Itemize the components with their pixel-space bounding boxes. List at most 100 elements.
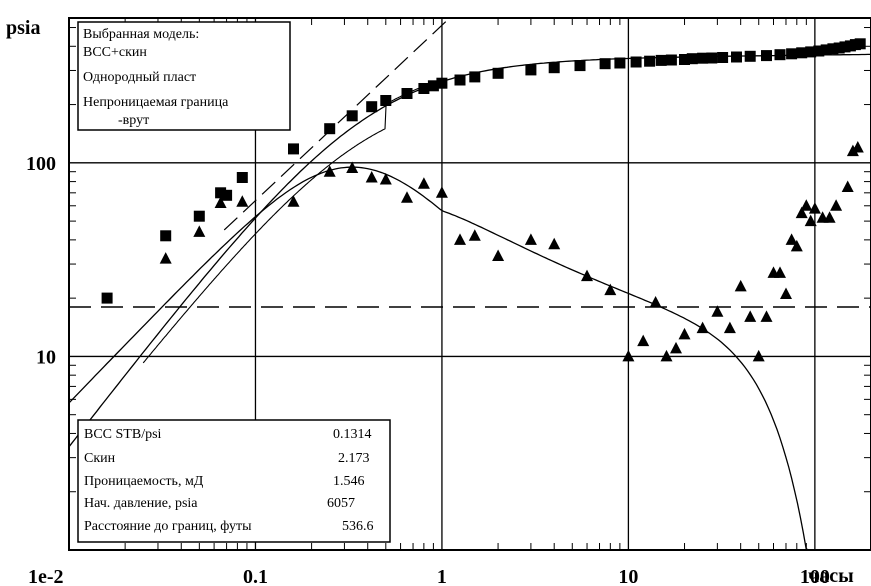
- derivative-data-point: [649, 296, 662, 308]
- param-value-skin: 2.173: [338, 451, 370, 466]
- derivative-data-point: [435, 186, 448, 198]
- derivative-data-point: [846, 144, 859, 157]
- derivative-data-point: [790, 239, 803, 252]
- pressure-data-point: [193, 210, 205, 222]
- y-axis-label: psia: [6, 17, 40, 39]
- pressure-data-point: [599, 58, 611, 70]
- derivative-data-point: [780, 287, 792, 299]
- model-box-line-3: Однородный пласт: [83, 70, 196, 85]
- pressure-data-point: [744, 50, 756, 62]
- pressure-data-point: [706, 52, 718, 64]
- pressure-data-point: [820, 44, 832, 56]
- y-tick-label: 10: [36, 346, 56, 368]
- derivative-data-point: [622, 349, 635, 362]
- derivative-data-point: [287, 195, 300, 207]
- pressure-data-point: [366, 101, 378, 113]
- derivative-data-point: [454, 233, 466, 245]
- derivative-data-point: [696, 321, 709, 334]
- minor-ticks: [69, 18, 871, 550]
- x-tick-label: 100: [800, 566, 830, 586]
- derivative-data-point: [823, 211, 836, 223]
- pressure-data-point: [679, 54, 690, 65]
- derivative-data-point: [734, 279, 747, 292]
- model-info-box: Выбранная модель: ВСС+скин Однородный пл…: [77, 21, 291, 131]
- model-box-line-2: ВСС+скин: [83, 45, 147, 60]
- param-label-initial-pressure: Нач. давление, psia: [84, 496, 198, 511]
- param-value-bcc: 0.1314: [333, 427, 372, 442]
- derivative-data-point: [214, 196, 227, 208]
- derivative-data-point: [800, 199, 813, 211]
- pressure-data-point: [665, 54, 677, 66]
- pressure-data-point: [686, 53, 698, 65]
- param-label-skin: Скин: [84, 451, 116, 466]
- derivative-data-point: [417, 177, 430, 189]
- param-value-permeability: 1.546: [333, 474, 365, 489]
- derivative-data-point: [604, 283, 617, 296]
- derivative-data-point: [752, 349, 765, 362]
- derivative-data-point: [670, 341, 682, 354]
- derivative-data-point: [760, 310, 773, 322]
- pressure-data-point: [774, 49, 786, 61]
- pressure-data-point: [833, 42, 845, 54]
- pressure-data-point: [236, 172, 248, 183]
- pressure-data-point: [813, 45, 825, 57]
- derivative-data-point: [379, 173, 392, 185]
- x-tick-label: 1: [437, 566, 447, 586]
- model-box-line-5: -врут: [118, 113, 149, 128]
- derivative-data-point: [774, 266, 786, 278]
- pressure-data-point: [644, 55, 656, 67]
- pressure-data-point: [215, 187, 227, 199]
- pressure-data-point: [324, 123, 336, 135]
- derivative-data-point: [711, 305, 724, 317]
- model-pressure-curve-2: [142, 85, 425, 364]
- derivative-data-point: [581, 269, 593, 282]
- y-tick-label: 100: [26, 153, 56, 175]
- model-derivative-curve: [68, 166, 810, 551]
- pressure-data-point: [761, 50, 772, 62]
- derivative-data-point: [723, 321, 736, 334]
- derivative-data-point: [637, 334, 650, 347]
- param-label-boundary-distance: Расстояние до границ, футы: [84, 519, 252, 534]
- derivative-data-point: [323, 165, 336, 177]
- param-label-permeability: Проницаемость, мД: [84, 474, 204, 489]
- model-box-line-4: Непроницаемая граница: [83, 95, 229, 110]
- derivative-data-point: [841, 180, 854, 192]
- pressure-data-point: [427, 80, 439, 92]
- parameters-box: ВСС STB/psi 0.1314 Скин 2.173 Проницаемо…: [77, 419, 391, 543]
- data-markers: [101, 38, 866, 362]
- pressure-data-point: [827, 43, 839, 55]
- pressure-data-point: [380, 95, 392, 106]
- parameters-box-frame: [77, 419, 391, 543]
- derivative-data-point: [678, 327, 691, 340]
- derivative-data-point: [468, 229, 481, 241]
- pressure-data-point: [436, 77, 448, 89]
- x-tick-labels: 1e-2 0.1 1 10 100: [28, 566, 830, 586]
- derivative-data-point: [524, 233, 537, 245]
- pressure-data-point: [160, 230, 172, 242]
- pressure-data-point: [805, 46, 817, 58]
- pressure-data-point: [614, 57, 626, 69]
- pressure-data-point: [697, 52, 709, 64]
- pressure-data-point: [469, 71, 481, 83]
- pressure-data-point: [288, 143, 299, 155]
- derivative-data-point: [851, 141, 864, 153]
- pressure-data-point: [401, 88, 413, 99]
- derivative-data-point: [830, 199, 843, 211]
- derivative-data-point: [492, 249, 505, 261]
- pressure-data-point: [630, 56, 642, 68]
- derivative-data-point: [236, 195, 249, 207]
- pressure-data-point: [454, 74, 466, 86]
- pressure-data-point: [854, 38, 866, 50]
- pressure-data-point: [796, 47, 808, 59]
- derivative-data-point: [660, 349, 673, 362]
- param-value-initial-pressure: 6057: [327, 496, 355, 511]
- derivative-data-point: [159, 252, 172, 264]
- derivative-data-point: [808, 202, 821, 214]
- pressure-data-point: [548, 62, 560, 74]
- derivative-data-point: [548, 237, 561, 250]
- derivative-data-point: [785, 233, 798, 245]
- pressure-data-point: [418, 83, 430, 94]
- param-label-bcc: ВСС STB/psi: [84, 427, 162, 442]
- derivative-data-point: [795, 206, 808, 219]
